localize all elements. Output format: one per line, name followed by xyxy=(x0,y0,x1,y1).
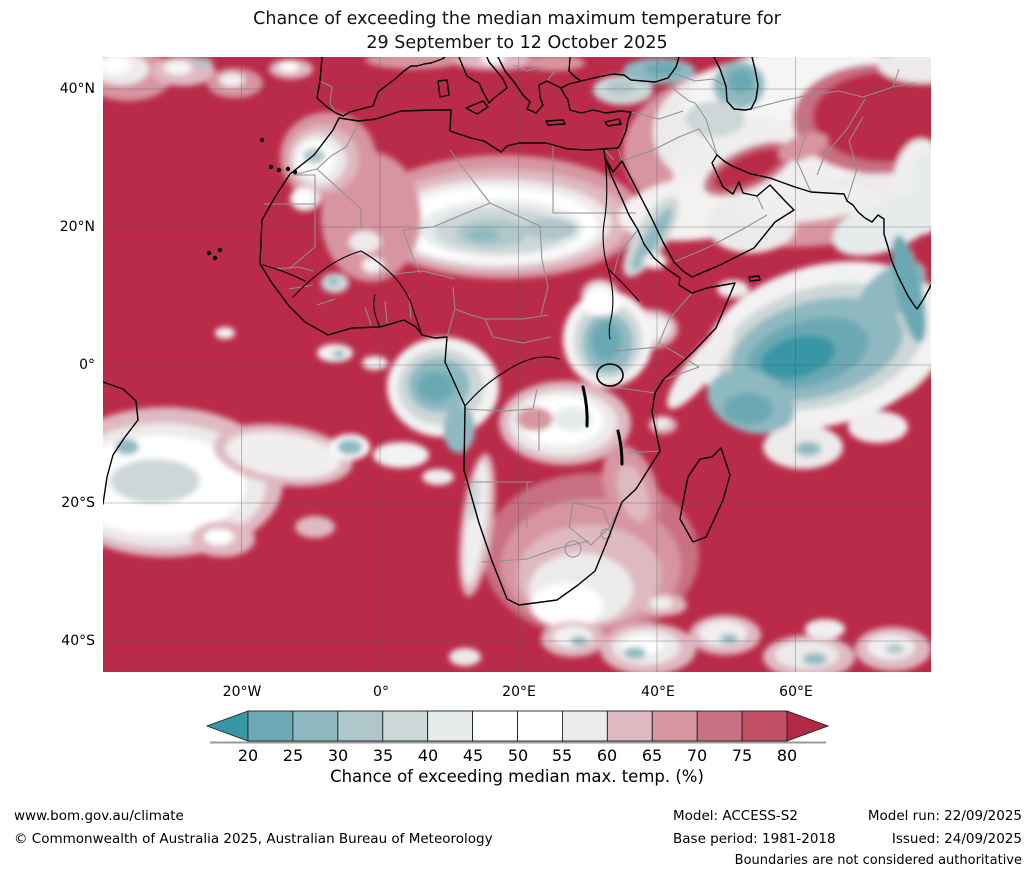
lake-victoria xyxy=(596,363,624,387)
colorbar-tick: 80 xyxy=(776,746,798,765)
footer-copyright: © Commonwealth of Australia 2025, Austra… xyxy=(14,831,493,847)
colorbar-tick: 65 xyxy=(641,746,663,765)
colorbar-segment xyxy=(292,710,339,742)
title-line-2: 29 September to 12 October 2025 xyxy=(366,33,668,54)
colorbar-tick: 50 xyxy=(507,746,529,765)
coast-arabia xyxy=(604,154,795,278)
coast-sardinia xyxy=(437,79,450,98)
colorbar-tick: 70 xyxy=(686,746,708,765)
colorbar-tick: 55 xyxy=(551,746,573,765)
colorbar-tick: 20 xyxy=(237,746,259,765)
colorbar-label: Chance of exceeding median max. temp. (%… xyxy=(330,767,704,786)
colorbar-segment xyxy=(472,710,518,742)
island-dots xyxy=(206,137,298,261)
coast-levant-turkey xyxy=(560,57,680,150)
lat-tick-20s: 20°S xyxy=(61,495,95,511)
colorbar-segment xyxy=(382,710,429,742)
lat-tick-40s: 40°S xyxy=(61,633,95,649)
lat-tick-40n: 40°N xyxy=(59,81,95,97)
rivers xyxy=(262,148,640,407)
lake-malawi xyxy=(616,429,624,466)
title-line-1: Chance of exceeding the median maximum t… xyxy=(253,9,781,29)
colorbar-tick: 35 xyxy=(372,746,394,765)
country-borders xyxy=(264,64,916,563)
coast-africa xyxy=(259,109,736,606)
coastlines xyxy=(103,57,931,606)
lat-tick-0: 0° xyxy=(79,357,95,373)
colorbar-segment xyxy=(696,710,743,742)
colorbar-arrow-low xyxy=(205,710,249,742)
coast-caspian xyxy=(713,57,759,111)
colorbar-arrow-high xyxy=(786,710,830,742)
colorbar xyxy=(205,710,830,744)
coast-cyprus xyxy=(604,118,622,127)
coast-crete xyxy=(545,119,566,126)
footer-url: www.bom.gov.au/climate xyxy=(14,808,184,824)
coast-italy xyxy=(458,57,508,104)
colorbar-segment xyxy=(247,710,294,742)
colorbar-tick: 45 xyxy=(462,746,484,765)
colorbar-segment xyxy=(427,710,474,742)
colorbar-segment xyxy=(561,710,608,742)
colorbar-tick: 75 xyxy=(731,746,753,765)
coast-balkans-greece xyxy=(497,57,562,114)
map-canvas xyxy=(103,57,931,672)
footer-base-period: Base period: 1981-2018 xyxy=(673,831,836,847)
colorbar-segment xyxy=(517,710,563,742)
lakes xyxy=(581,363,624,466)
lon-tick-20w: 20°W xyxy=(222,684,262,700)
footer-model-run: Model run: 22/09/2025 xyxy=(867,808,1022,824)
coast-socotra xyxy=(748,275,761,282)
figure-title: Chance of exceeding the median maximum t… xyxy=(103,7,931,55)
colorbar-tick: 60 xyxy=(596,746,618,765)
footer-issued: Issued: 24/09/2025 xyxy=(891,831,1022,847)
contour-field xyxy=(103,57,931,672)
coast-brazil xyxy=(103,381,139,505)
lat-tick-20n: 20°N xyxy=(59,219,95,235)
colorbar-segment xyxy=(606,710,653,742)
footer-model: Model: ACCESS-S2 xyxy=(673,808,798,824)
footer-disclaimer: Boundaries are not considered authoritat… xyxy=(734,853,1022,868)
lake-tanganyika xyxy=(581,385,589,428)
colorbar-tick: 30 xyxy=(327,746,349,765)
coast-iran-india xyxy=(716,154,931,310)
coast-black-sea-west xyxy=(568,57,582,82)
coast-sicily xyxy=(465,100,489,115)
colorbar-tick: 40 xyxy=(417,746,439,765)
lon-tick-0: 0° xyxy=(373,684,389,700)
colorbar-segment xyxy=(337,710,384,742)
coast-madagascar xyxy=(679,447,731,543)
lon-tick-40e: 40°E xyxy=(641,684,675,700)
lon-tick-20e: 20°E xyxy=(502,684,536,700)
colorbar-segment xyxy=(651,710,698,742)
coast-iberia xyxy=(316,57,446,117)
colorbar-segment xyxy=(741,710,788,742)
colorbar-tick: 25 xyxy=(282,746,304,765)
lon-tick-60e: 60°E xyxy=(779,684,813,700)
